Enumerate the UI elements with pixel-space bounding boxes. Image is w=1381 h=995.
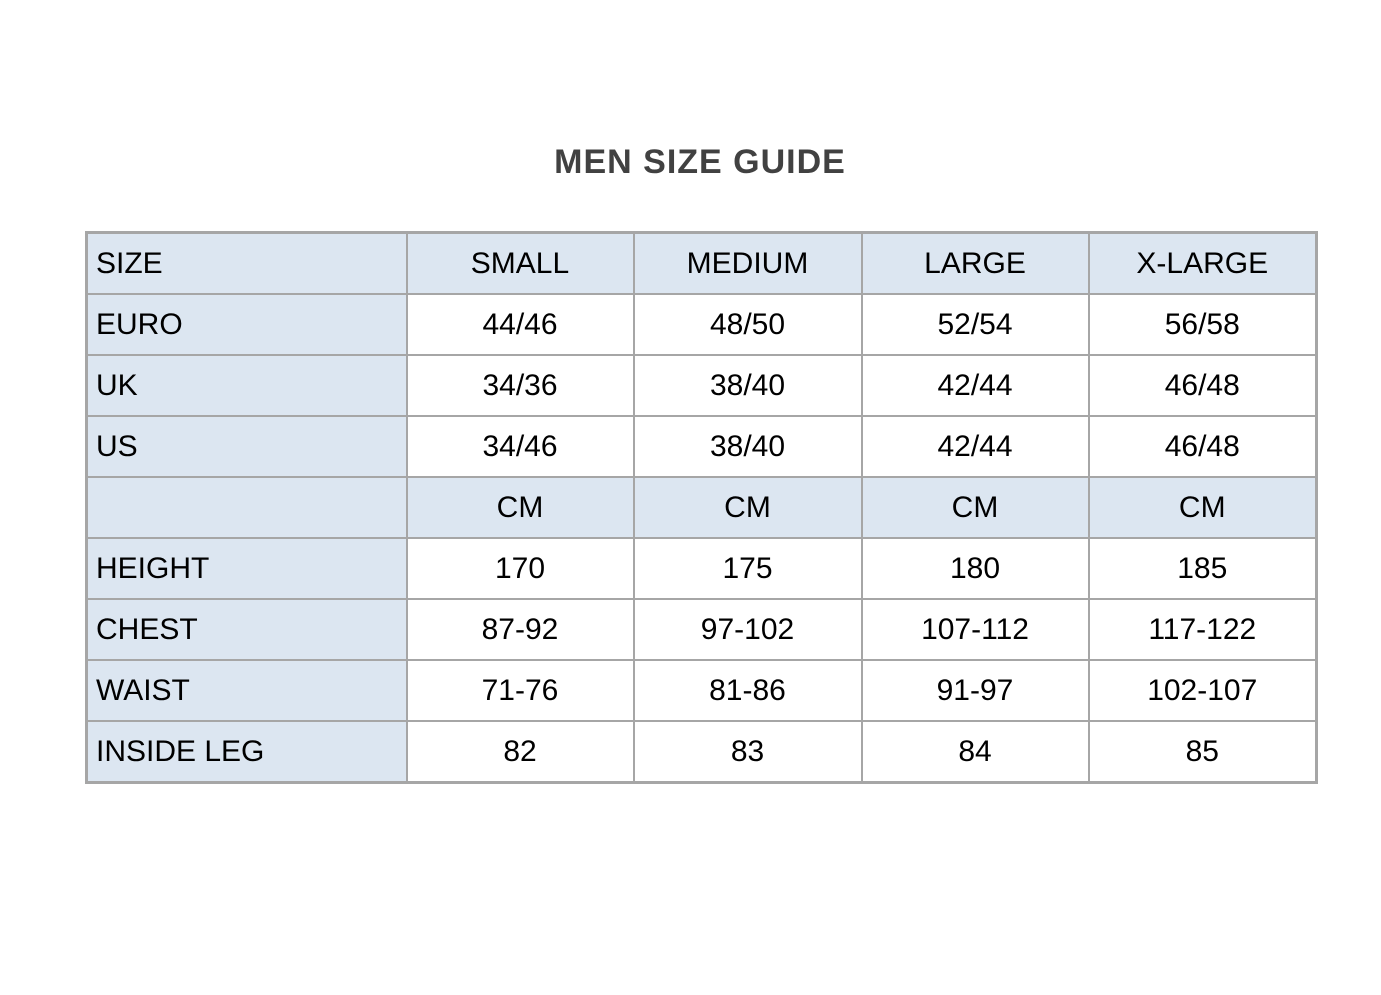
cell-uk-small: 34/36 (405, 354, 635, 417)
row-label-us: US (85, 415, 408, 478)
cell-waist-small: 71-76 (405, 659, 635, 722)
row-label-inside-leg: INSIDE LEG (85, 720, 408, 784)
cell-us-large: 42/44 (860, 415, 1090, 478)
table-row-inside-leg: INSIDE LEG 82 83 84 85 (85, 720, 1318, 784)
cell-chest-xlarge: 117-122 (1087, 598, 1318, 661)
size-guide-table: SIZE SMALL MEDIUM LARGE X-LARGE EURO 44/… (85, 231, 1318, 784)
cell-us-xlarge: 46/48 (1087, 415, 1318, 478)
unit-cell-large: CM (860, 476, 1090, 539)
cell-euro-medium: 48/50 (632, 293, 863, 356)
cell-waist-medium: 81-86 (632, 659, 863, 722)
cell-chest-small: 87-92 (405, 598, 635, 661)
row-label-height: HEIGHT (85, 537, 408, 600)
cell-us-medium: 38/40 (632, 415, 863, 478)
cell-inside-leg-small: 82 (405, 720, 635, 784)
column-header-medium: MEDIUM (632, 231, 863, 295)
cell-chest-large: 107-112 (860, 598, 1090, 661)
table-row-waist: WAIST 71-76 81-86 91-97 102-107 (85, 659, 1318, 722)
cell-height-xlarge: 185 (1087, 537, 1318, 600)
table-header-row: SIZE SMALL MEDIUM LARGE X-LARGE (85, 231, 1318, 295)
row-label-euro: EURO (85, 293, 408, 356)
cell-euro-small: 44/46 (405, 293, 635, 356)
cell-us-small: 34/46 (405, 415, 635, 478)
cell-chest-medium: 97-102 (632, 598, 863, 661)
cell-height-large: 180 (860, 537, 1090, 600)
row-label-uk: UK (85, 354, 408, 417)
cell-euro-large: 52/54 (860, 293, 1090, 356)
cell-uk-large: 42/44 (860, 354, 1090, 417)
row-label-chest: CHEST (85, 598, 408, 661)
column-header-xlarge: X-LARGE (1087, 231, 1318, 295)
cell-waist-large: 91-97 (860, 659, 1090, 722)
cell-euro-xlarge: 56/58 (1087, 293, 1318, 356)
page-title: MEN SIZE GUIDE (554, 143, 846, 181)
table-row-uk: UK 34/36 38/40 42/44 46/48 (85, 354, 1318, 417)
cell-inside-leg-medium: 83 (632, 720, 863, 784)
column-header-large: LARGE (860, 231, 1090, 295)
size-guide-content: MEN SIZE GUIDE SIZE SMALL MEDIUM LARGE X… (85, 143, 1318, 784)
column-header-size: SIZE (85, 231, 408, 295)
cell-inside-leg-large: 84 (860, 720, 1090, 784)
table-row-chest: CHEST 87-92 97-102 107-112 117-122 (85, 598, 1318, 661)
column-header-small: SMALL (405, 231, 635, 295)
table-row-us: US 34/46 38/40 42/44 46/48 (85, 415, 1318, 478)
table-unit-row-cm: CM CM CM CM (85, 476, 1318, 539)
unit-cell-xlarge: CM (1087, 476, 1318, 539)
cell-uk-xlarge: 46/48 (1087, 354, 1318, 417)
cell-uk-medium: 38/40 (632, 354, 863, 417)
cell-inside-leg-xlarge: 85 (1087, 720, 1318, 784)
table-row-height: HEIGHT 170 175 180 185 (85, 537, 1318, 600)
row-label-waist: WAIST (85, 659, 408, 722)
unit-cell-small: CM (405, 476, 635, 539)
table-row-euro: EURO 44/46 48/50 52/54 56/58 (85, 293, 1318, 356)
cell-height-medium: 175 (632, 537, 863, 600)
row-label-empty (85, 476, 408, 539)
cell-waist-xlarge: 102-107 (1087, 659, 1318, 722)
unit-cell-medium: CM (632, 476, 863, 539)
cell-height-small: 170 (405, 537, 635, 600)
